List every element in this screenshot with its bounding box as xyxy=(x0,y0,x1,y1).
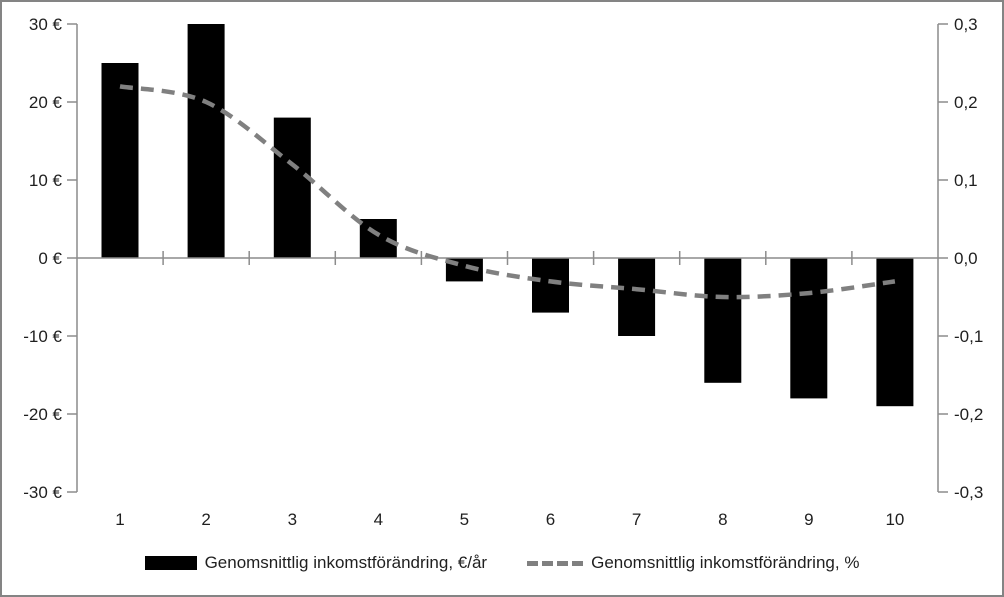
combo-chart: 30 € 0,3 20 € 0,2 10 € 0,1 0 € 0,0 -10 € -0,1 -20 … xyxy=(23,15,983,529)
svg-text:30 €: 30 € xyxy=(29,15,63,34)
svg-text:10 €: 10 € xyxy=(29,171,63,190)
svg-text:6: 6 xyxy=(546,510,555,529)
svg-text:10: 10 xyxy=(885,510,904,529)
svg-text:-0,1: -0,1 xyxy=(954,327,983,346)
svg-text:20 €: 20 € xyxy=(29,93,63,112)
svg-text:-0,3: -0,3 xyxy=(954,483,983,502)
dashed-line-swatch xyxy=(527,560,584,566)
svg-text:7: 7 xyxy=(632,510,641,529)
svg-text:8: 8 xyxy=(718,510,727,529)
svg-text:2: 2 xyxy=(201,510,210,529)
svg-text:-20 €: -20 € xyxy=(23,405,62,424)
svg-text:9: 9 xyxy=(804,510,813,529)
svg-text:4: 4 xyxy=(374,510,383,529)
svg-text:0,0: 0,0 xyxy=(954,249,978,268)
svg-text:0,1: 0,1 xyxy=(954,171,978,190)
legend-item-line-series: Genomsnittlig inkomstförändring, % xyxy=(527,553,859,573)
svg-text:3: 3 xyxy=(288,510,297,529)
axes xyxy=(67,23,948,493)
svg-text:1: 1 xyxy=(115,510,124,529)
legend-item-bar-series: Genomsnittlig inkomstförändring, €/år xyxy=(144,553,488,573)
svg-text:0,2: 0,2 xyxy=(954,93,978,112)
axis-tick-labels: 30 € 0,3 20 € 0,2 10 € 0,1 0 € 0,0 -10 € -0,1 -20 … xyxy=(23,15,983,529)
svg-text:0,3: 0,3 xyxy=(954,15,978,34)
legend-label-line-series: Genomsnittlig inkomstförändring, % xyxy=(591,553,860,572)
bar-series-swatch xyxy=(144,556,197,570)
svg-text:0 €: 0 € xyxy=(38,249,62,268)
svg-text:-0,2: -0,2 xyxy=(954,405,983,424)
svg-text:-30 €: -30 € xyxy=(23,483,62,502)
svg-text:5: 5 xyxy=(460,510,469,529)
svg-text:-10 €: -10 € xyxy=(23,327,62,346)
chart-legend: Genomsnittlig inkomstförändring, €/år Ge… xyxy=(2,553,1002,573)
bar-series xyxy=(101,24,914,407)
legend-label-bar-series: Genomsnittlig inkomstförändring, €/år xyxy=(204,553,488,572)
line-series xyxy=(119,84,896,300)
